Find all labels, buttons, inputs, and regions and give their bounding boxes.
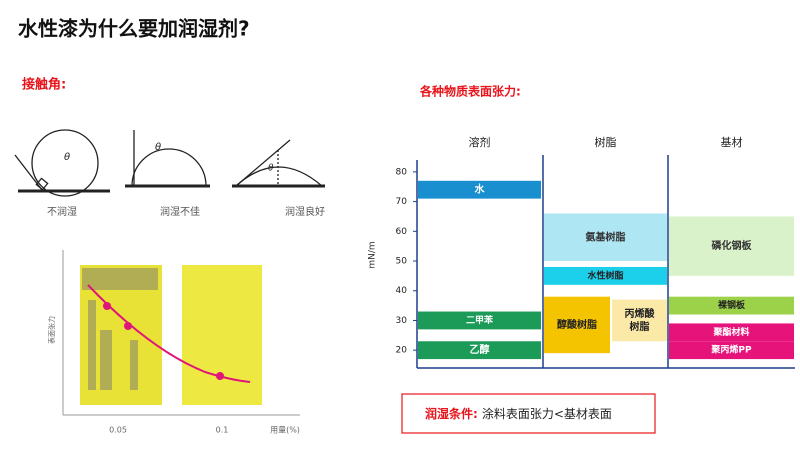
range-bar [418,341,541,360]
range-bar [669,341,794,360]
y-tick-label: 80 [396,167,408,177]
title: 水性漆为什么要加润湿剂? [18,17,250,41]
dosage-plot [62,250,300,416]
y-tick-label: 40 [396,286,408,296]
condition: 润湿条件: 涂料表面张力<基材表面 [425,406,612,421]
range-bar [612,299,667,342]
range-bar [544,296,610,354]
range-bar [669,323,794,342]
y-label: mN/m [368,241,378,268]
range-bar [544,266,667,285]
bar-label: 树脂 [630,320,650,333]
x-tick-label: 0.1 [216,426,229,435]
range-bar [669,216,794,276]
y-tick-label: 30 [396,316,408,326]
x-tick-label: 0.05 [109,426,127,435]
bar-label: 裸钢板 [718,299,746,311]
theta: θ [155,142,161,153]
bar-label: 醇酸树脂 [557,318,597,331]
y-label: 表面张力 [47,316,56,344]
case-label: 润湿不佳 [160,205,200,218]
condition-label: 润湿条件: [425,406,478,421]
range-bar [418,180,541,199]
bar-label: 水性树脂 [587,269,623,281]
case-label: 不润湿 [47,205,77,218]
y-tick-label: 50 [396,257,408,267]
theta: θ [64,152,70,163]
bar-label: 二甲苯 [466,314,494,326]
bar-label: 聚酯材料 [712,326,749,338]
y-tick-label: 70 [396,197,408,207]
column-header: 溶剂 [469,135,491,149]
chart-heading: 各种物质表面张力: [419,84,521,99]
condition-text: 涂料表面张力<基材表面 [482,406,612,421]
contact-angle-diagrams [14,129,325,197]
column-header: 树脂 [595,135,617,149]
y-tick-label: 20 [396,346,408,356]
column-header: 基材 [721,135,743,149]
range-bar [544,213,667,262]
x-label: 用量(%) [270,426,300,435]
bar-label: 乙醇 [470,343,490,356]
range-bar [669,296,794,315]
bar-label: 丙烯酸 [625,307,656,320]
bar-label: 氨基树脂 [586,230,626,243]
condition-box [401,393,656,434]
bar-label: 水 [474,183,486,196]
bar-label: 磷化钢板 [712,239,753,252]
contact-heading: 接触角: [22,77,66,93]
range-bar [418,311,541,330]
case-label: 润湿良好 [285,205,325,218]
y-tick-label: 60 [396,227,408,237]
bar-label: 聚丙烯PP [710,344,752,356]
theta: θ [268,164,274,174]
